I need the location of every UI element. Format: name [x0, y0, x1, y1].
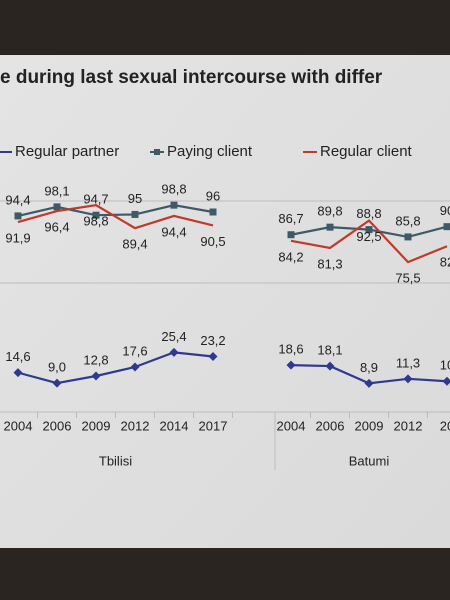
marker	[170, 201, 178, 209]
marker	[131, 210, 139, 218]
data-label: 23,2	[200, 333, 225, 348]
marker	[14, 212, 22, 220]
legend-label: Regular client	[320, 143, 413, 160]
data-label: 98,1	[44, 183, 69, 198]
data-label: 90	[440, 203, 450, 218]
marker	[325, 361, 335, 371]
data-label: 96	[206, 188, 220, 203]
data-label: 8,9	[360, 360, 378, 375]
x-tick-label: 2004	[4, 418, 33, 433]
data-label: 91,9	[5, 230, 30, 245]
data-label: 92,5	[356, 229, 381, 244]
data-label: 25,4	[161, 329, 186, 344]
data-label: 96,4	[44, 219, 69, 234]
marker	[13, 368, 23, 378]
data-label: 12,8	[83, 352, 108, 367]
data-label: 98,8	[161, 182, 186, 197]
legend-label: Regular partner	[15, 143, 119, 160]
legend-label: Paying client	[167, 143, 253, 160]
group-label: Tbilisi	[99, 453, 132, 468]
data-label: 98,8	[83, 214, 108, 229]
x-tick-label: 2009	[82, 418, 111, 433]
legend-marker	[154, 149, 160, 155]
data-label: 17,6	[122, 343, 147, 358]
data-label: 82	[440, 255, 450, 270]
marker	[365, 226, 373, 234]
marker	[52, 378, 62, 388]
data-label: 94,4	[5, 192, 30, 207]
marker	[130, 362, 140, 372]
marker	[403, 374, 413, 384]
data-label: 84,2	[278, 249, 303, 264]
x-tick-label: 2017	[199, 418, 228, 433]
data-label: 18,6	[278, 342, 303, 357]
marker	[209, 208, 217, 216]
legend: Regular partner Paying client Regular clie…	[0, 143, 413, 160]
marker	[443, 223, 450, 231]
chart-title: e during last sexual intercourse with di…	[0, 67, 383, 88]
x-tick-label: 2012	[121, 418, 150, 433]
marker	[326, 223, 334, 231]
data-label: 9,0	[48, 360, 66, 375]
group-label: Batumi	[349, 453, 390, 468]
data-label: 11,3	[396, 355, 420, 370]
marker	[442, 376, 450, 386]
data-label: 85,8	[395, 213, 420, 228]
data-label: 88,8	[356, 206, 381, 221]
marker	[286, 360, 296, 370]
marker	[404, 233, 412, 241]
data-label: 94,7	[83, 192, 108, 207]
series-line	[17, 204, 448, 264]
marker	[364, 378, 374, 388]
marker	[53, 203, 61, 211]
data-label: 94,4	[161, 224, 186, 239]
x-tick-label: 2012	[394, 418, 423, 433]
data-label: 89,8	[317, 204, 342, 219]
data-label: 90,5	[200, 234, 225, 249]
x-tick-label: 2009	[355, 418, 384, 433]
data-label: 95	[128, 191, 142, 206]
data-label: 86,7	[278, 211, 303, 226]
data-label: 10	[440, 358, 450, 373]
marker	[92, 211, 100, 219]
x-tick-label: 2014	[160, 418, 189, 433]
marker	[287, 231, 295, 239]
x-tick-label: 20	[440, 418, 450, 433]
data-label: 18,1	[317, 343, 342, 358]
x-tick-label: 2004	[277, 418, 306, 433]
data-label: 75,5	[395, 271, 420, 286]
data-label: 89,4	[122, 237, 147, 252]
x-tick-label: 2006	[43, 418, 72, 433]
marker	[169, 347, 179, 357]
data-label: 14,6	[5, 349, 30, 364]
marker	[91, 371, 101, 381]
slide	[0, 55, 450, 548]
x-tick-label: 2006	[316, 418, 345, 433]
marker	[208, 352, 218, 361]
data-label: 81,3	[317, 256, 342, 271]
